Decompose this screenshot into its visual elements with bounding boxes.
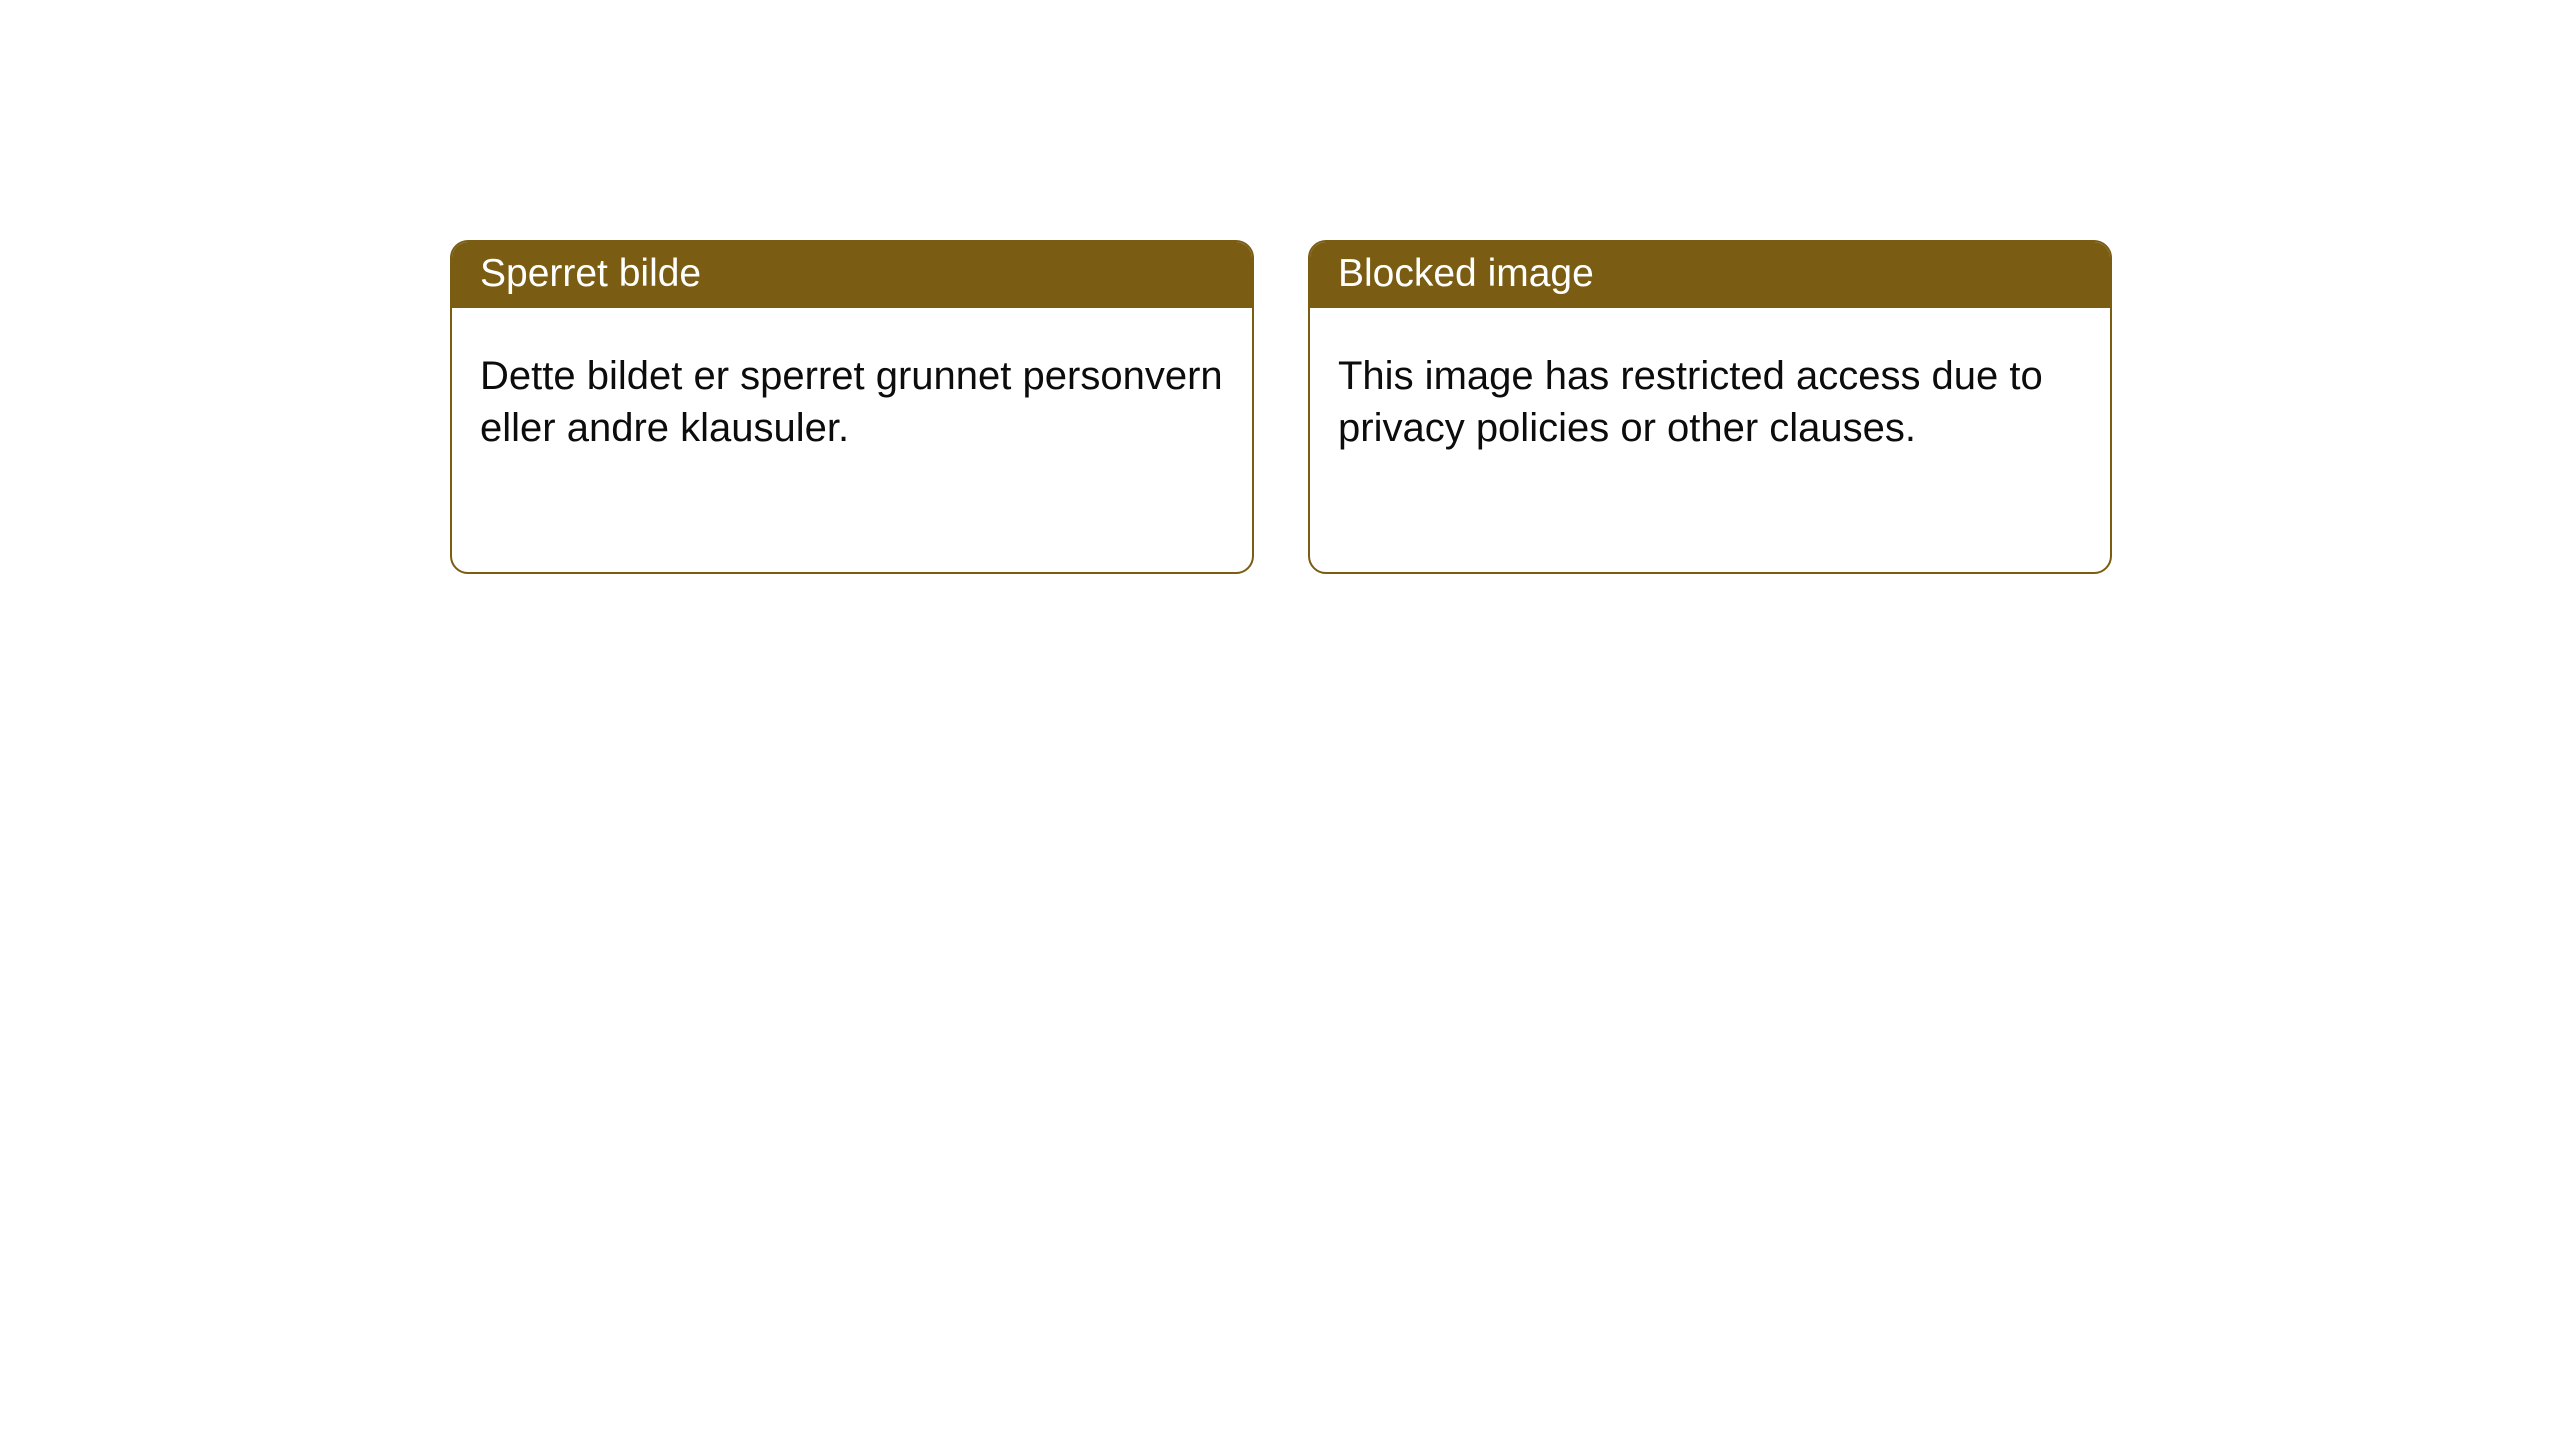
notice-body: This image has restricted access due to …	[1310, 308, 2110, 484]
notice-container: Sperret bilde Dette bildet er sperret gr…	[0, 0, 2560, 574]
notice-card-english: Blocked image This image has restricted …	[1308, 240, 2112, 574]
notice-body: Dette bildet er sperret grunnet personve…	[452, 308, 1252, 484]
notice-header: Sperret bilde	[452, 242, 1252, 308]
notice-header: Blocked image	[1310, 242, 2110, 308]
notice-card-norwegian: Sperret bilde Dette bildet er sperret gr…	[450, 240, 1254, 574]
